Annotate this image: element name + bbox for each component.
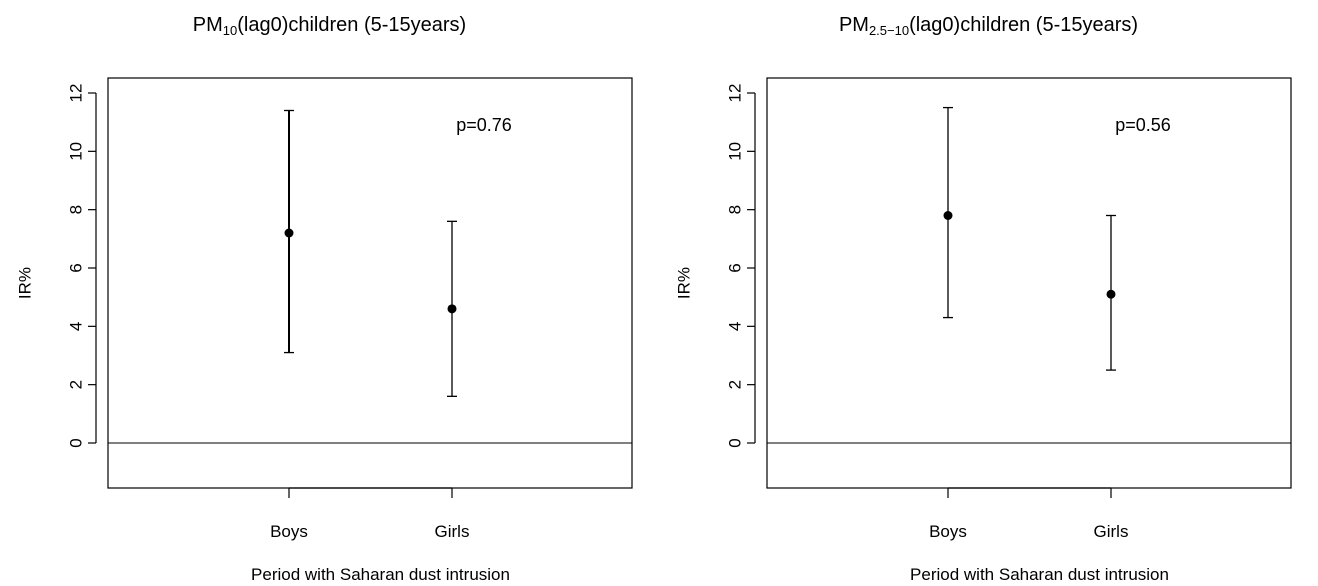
errorbar-chart: 0 2 4 6 8 10 12 IR% Boys Girls Period with Saharan…: [674, 77, 1292, 584]
y-tick-label: 4: [725, 322, 744, 331]
plot-frame: [766, 77, 1292, 489]
y-tick-label: 12: [725, 84, 744, 103]
point-estimate: [447, 304, 457, 314]
chart-panel-right: PM2.5−10(lag0)children (5-15years) 0 2 4 6 8…: [659, 0, 1318, 586]
chart-title: PM2.5−10(lag0)children (5-15years): [838, 14, 1139, 38]
y-tick-label: 8: [725, 205, 744, 214]
y-tick-label: 4: [66, 322, 85, 331]
chart-title: PM10(lag0)children (5-15years): [192, 14, 467, 38]
x-tick-label: Boys: [929, 522, 967, 541]
plot-frame: [107, 77, 633, 489]
x-tick-label: Girls: [1094, 522, 1129, 541]
y-tick-label: 0: [66, 438, 85, 447]
y-tick-label: 12: [66, 84, 85, 103]
errorbar-chart: 0 2 4 6 8 10 12 IR% Boys Girls Period with Saharan…: [15, 77, 633, 584]
x-tick-label: Girls: [435, 522, 470, 541]
point-estimate: [1106, 289, 1116, 299]
x-tick-label: Boys: [270, 522, 308, 541]
y-tick-label: 0: [725, 438, 744, 447]
y-axis-label: IR%: [674, 267, 693, 299]
y-tick-label: 6: [725, 263, 744, 272]
y-tick-label: 6: [66, 263, 85, 272]
y-tick-label: 2: [66, 380, 85, 389]
p-value-annotation: p=0.76: [456, 115, 512, 135]
x-axis-label: Period with Saharan dust intrusion: [910, 565, 1169, 584]
point-estimate: [284, 228, 294, 238]
x-axis-label: Period with Saharan dust intrusion: [251, 565, 510, 584]
p-value-annotation: p=0.56: [1115, 115, 1171, 135]
y-tick-label: 8: [66, 205, 85, 214]
y-tick-label: 10: [725, 142, 744, 161]
chart-panel-left: PM10(lag0)children (5-15years) 0 2 4 6 8 10 12…: [15, 14, 633, 584]
point-estimate: [943, 211, 953, 220]
y-tick-label: 2: [725, 380, 744, 389]
y-axis-label: IR%: [15, 267, 34, 299]
y-tick-label: 10: [66, 142, 85, 161]
